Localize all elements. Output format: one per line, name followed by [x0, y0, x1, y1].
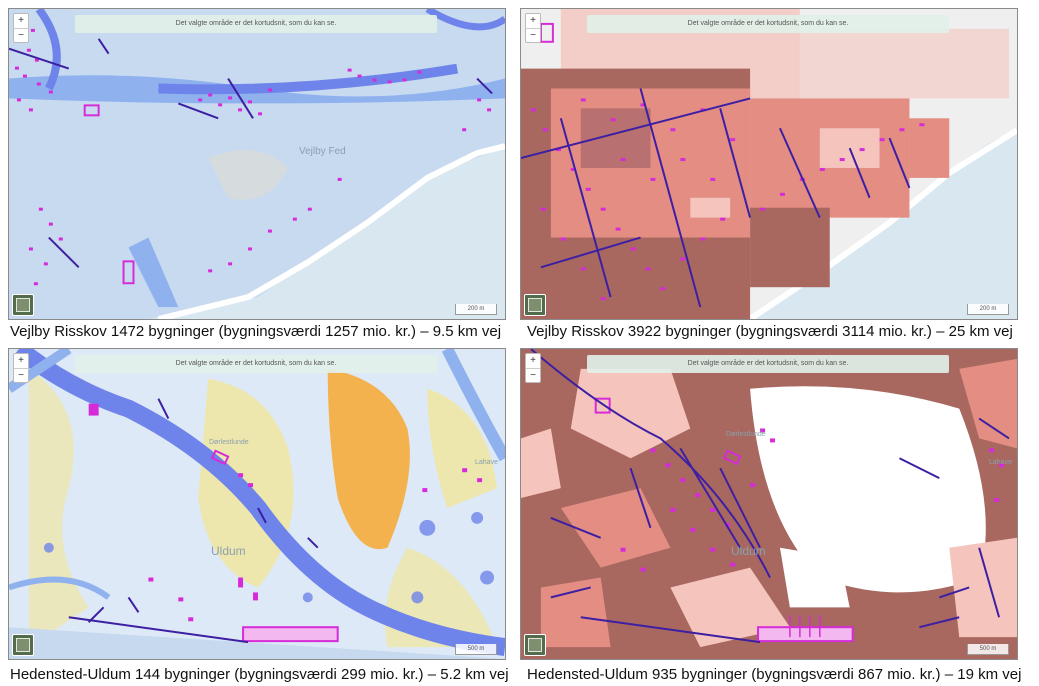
map-banner: Det valgte område er det kortudsnit, som… — [587, 15, 949, 33]
place-label-darleselunde: Dørlestlunde — [726, 431, 766, 438]
caption-bottom-left: Hedensted-Uldum 144 bygninger (bygningsv… — [10, 666, 509, 683]
zoom-out-button[interactable]: − — [14, 28, 28, 43]
layer-switcher-icon[interactable] — [12, 634, 34, 656]
zoom-out-button[interactable]: − — [526, 368, 540, 383]
layer-switcher-icon[interactable] — [12, 294, 34, 316]
caption-top-left: Vejlby Risskov 1472 bygninger (bygningsv… — [10, 323, 502, 340]
map-banner: Det valgte område er det kortudsnit, som… — [75, 15, 437, 33]
map-canvas[interactable] — [521, 349, 1017, 659]
zoom-out-button[interactable]: − — [526, 28, 540, 43]
zoom-control: + − — [13, 353, 29, 383]
layer-switcher-icon[interactable] — [524, 634, 546, 656]
scale-bar: 500 m — [967, 644, 1009, 655]
map-canvas[interactable] — [521, 9, 1017, 319]
place-label-uldum: Uldum — [731, 544, 766, 558]
map-banner: Det valgte område er det kortudsnit, som… — [587, 355, 949, 373]
zoom-in-button[interactable]: + — [18, 15, 24, 26]
place-label-vejlby-fed: Vejlby Fed — [299, 146, 346, 157]
place-label-darleselunde: Dørlestlunde — [209, 439, 249, 446]
place-label-lahave: Lahave — [475, 459, 498, 466]
map-panel-bottom-left[interactable]: + − Det valgte område er det kortudsnit,… — [8, 348, 506, 660]
place-label-lahave: Lahave — [989, 459, 1012, 466]
caption-bottom-right: Hedensted-Uldum 935 bygninger (bygningsv… — [527, 666, 1022, 683]
zoom-control: + − — [525, 13, 541, 43]
map-panel-top-left[interactable]: + − Det valgte område er det kortudsnit,… — [8, 8, 506, 320]
map-banner: Det valgte område er det kortudsnit, som… — [75, 355, 437, 373]
zoom-out-button[interactable]: − — [14, 368, 28, 383]
zoom-control: + − — [525, 353, 541, 383]
map-panel-bottom-right[interactable]: + − Det valgte område er det kortudsnit,… — [520, 348, 1018, 660]
place-label-uldum: Uldum — [211, 544, 246, 558]
map-canvas[interactable] — [9, 349, 505, 659]
zoom-control: + − — [13, 13, 29, 43]
zoom-in-button[interactable]: + — [18, 355, 24, 366]
layer-switcher-icon[interactable] — [524, 294, 546, 316]
scale-bar: 500 m — [455, 644, 497, 655]
scale-bar: 200 m — [455, 304, 497, 315]
map-panel-top-right[interactable]: + − Det valgte område er det kortudsnit,… — [520, 8, 1018, 320]
scale-bar: 200 m — [967, 304, 1009, 315]
map-canvas[interactable] — [9, 9, 505, 319]
zoom-in-button[interactable]: + — [530, 15, 536, 26]
zoom-in-button[interactable]: + — [530, 355, 536, 366]
caption-top-right: Vejlby Risskov 3922 bygninger (bygningsv… — [527, 323, 1013, 340]
